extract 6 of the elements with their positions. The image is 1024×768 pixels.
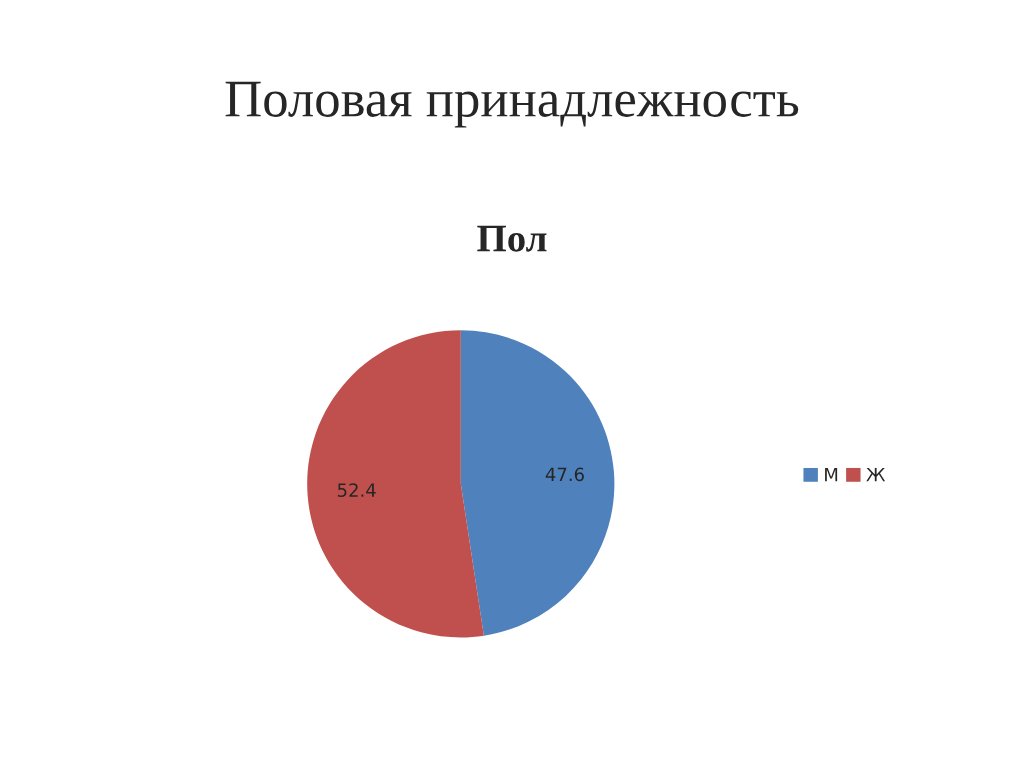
legend-label: Ж: [866, 467, 886, 482]
legend-label: М: [825, 467, 838, 482]
chart-subtitle: Пол: [477, 225, 547, 252]
data-label: 52.4: [337, 483, 376, 497]
data-label: 47.6: [545, 467, 584, 482]
chart-title: Половая принадлежность: [225, 81, 799, 128]
